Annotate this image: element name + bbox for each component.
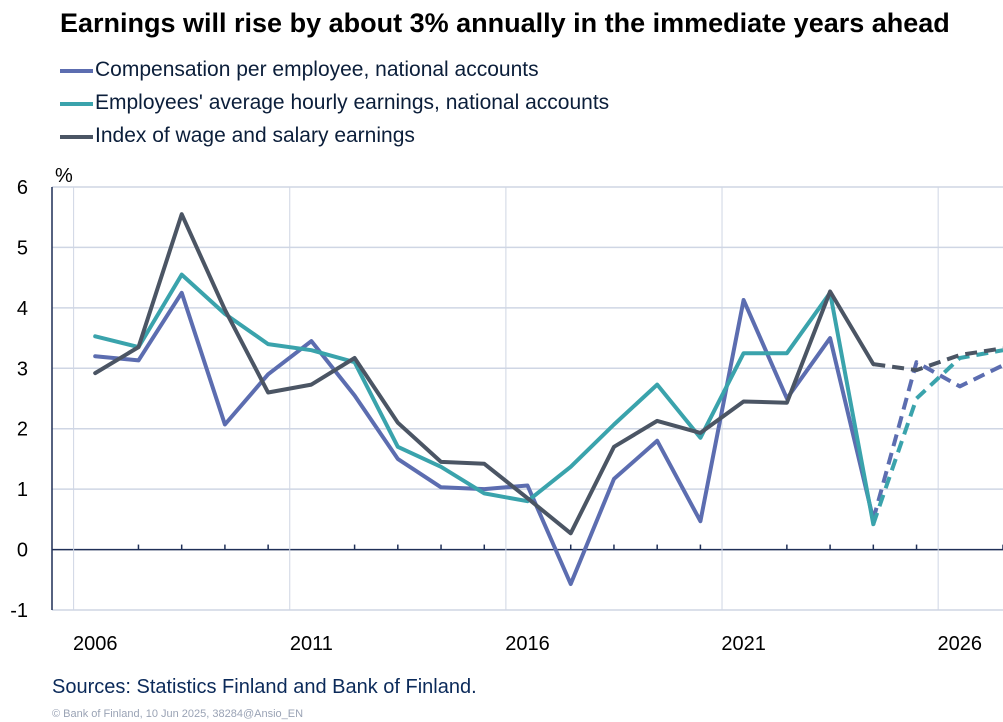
legend-swatch-compensation xyxy=(60,69,93,73)
legend-label-wage-index: Index of wage and salary earnings xyxy=(95,124,415,147)
y-tick-label: 1 xyxy=(17,479,28,501)
x-tick-label: 2016 xyxy=(505,633,550,655)
copyright-note: © Bank of Finland, 10 Jun 2025, 38284@An… xyxy=(52,708,304,720)
x-tick-label: 2026 xyxy=(938,633,983,655)
series-line-0-forecast xyxy=(871,360,1003,520)
series-line-1-actual xyxy=(93,272,876,527)
series-line-2-forecast xyxy=(873,346,1003,373)
y-unit-label: % xyxy=(55,165,73,187)
legend-label-compensation: Compensation per employee, national acco… xyxy=(95,58,539,81)
series-line-0-actual xyxy=(93,290,876,586)
series-line-1-forecast xyxy=(871,348,1003,525)
y-tick-label: -1 xyxy=(10,600,28,622)
y-tick-label: 4 xyxy=(17,298,28,320)
source-note: Sources: Statistics Finland and Bank of … xyxy=(52,676,477,698)
y-tick-label: 2 xyxy=(17,419,28,441)
legend-label-hourly-earnings: Employees' average hourly earnings, nati… xyxy=(95,91,610,114)
y-tick-label: 0 xyxy=(17,540,28,562)
series-line-2-actual xyxy=(93,212,876,536)
y-tick-label: 6 xyxy=(17,177,28,199)
x-tick-label: 2021 xyxy=(721,633,766,655)
legend-swatch-wage-index xyxy=(60,135,93,139)
x-tick-label: 2006 xyxy=(73,633,118,655)
x-tick-label: 2011 xyxy=(290,633,333,655)
legend-swatch-hourly-earnings xyxy=(60,102,93,106)
y-tick-label: 5 xyxy=(17,237,28,259)
chart-title: Earnings will rise by about 3% annually … xyxy=(60,8,950,38)
y-tick-label: 3 xyxy=(17,358,28,380)
